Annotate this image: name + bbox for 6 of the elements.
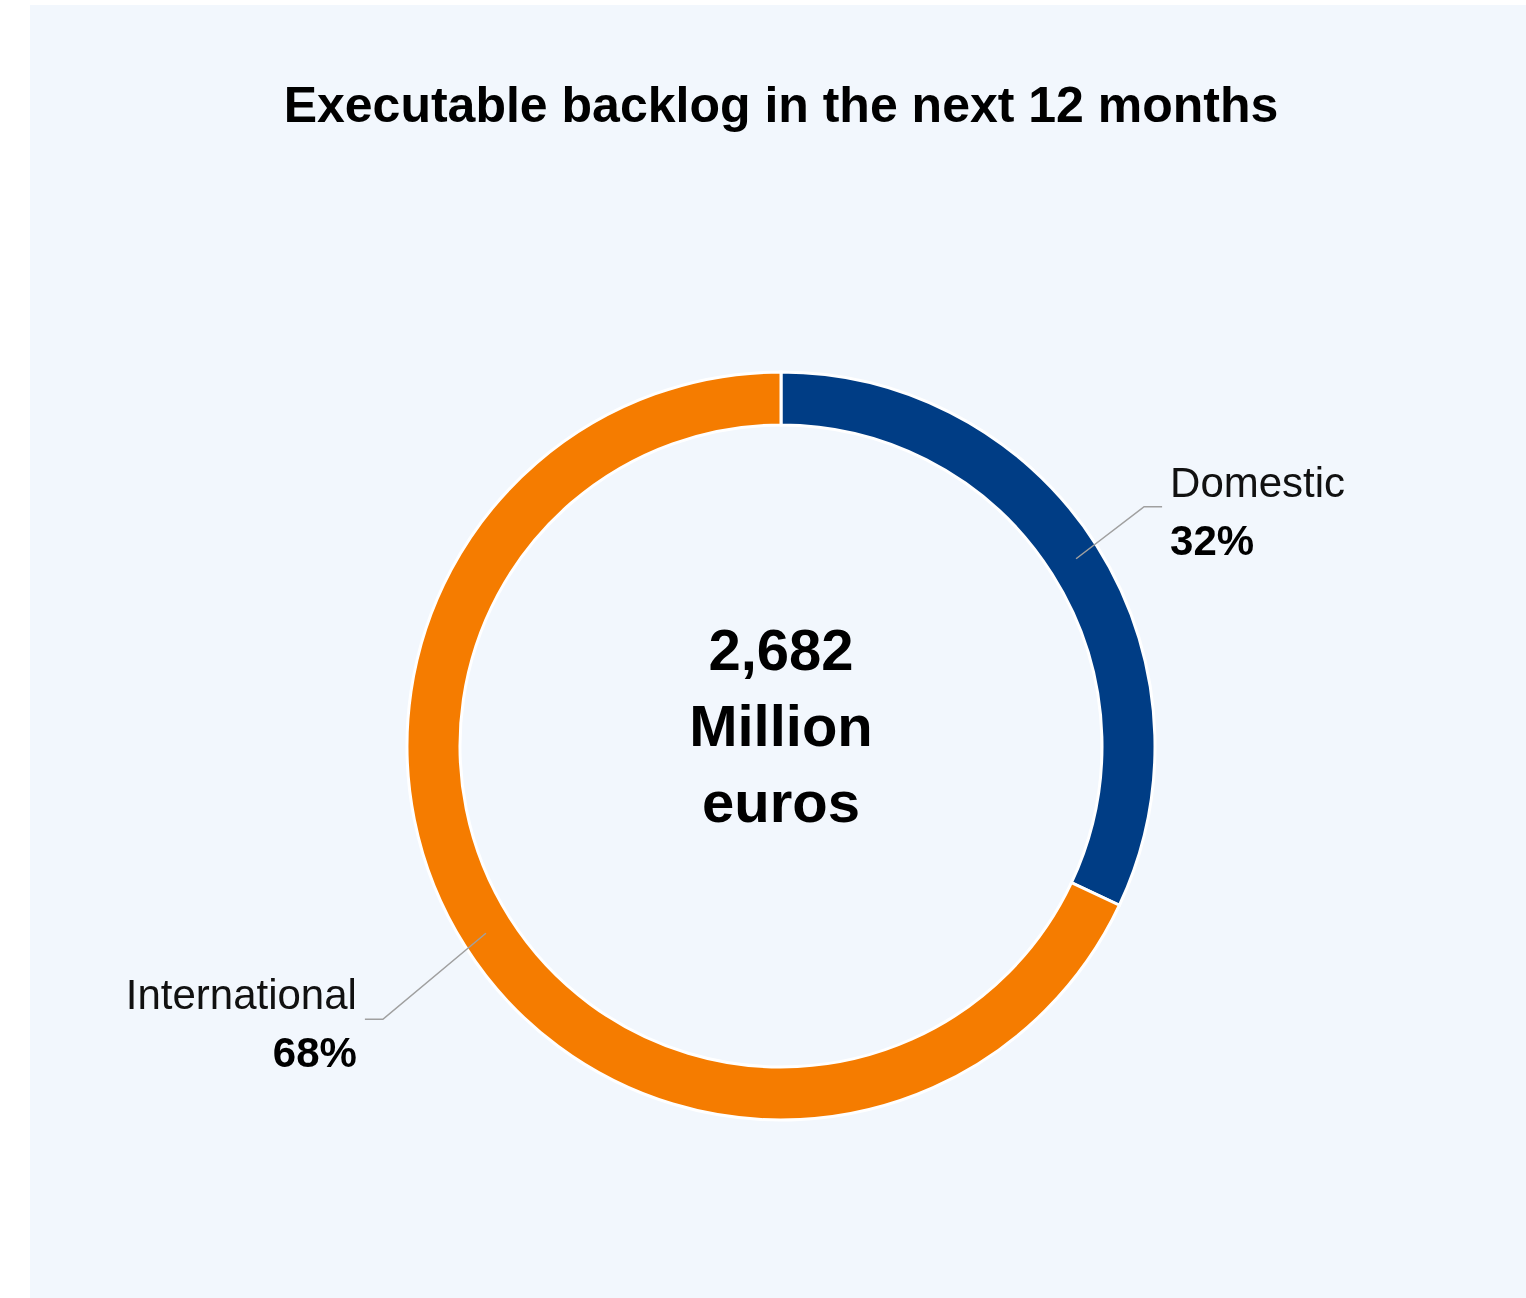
slice-label: Domestic bbox=[1170, 458, 1346, 506]
data-label: 32% bbox=[1170, 516, 1255, 564]
chart-title: Executable backlog in the next 12 months bbox=[283, 77, 1279, 133]
slice-label: International bbox=[125, 971, 357, 1019]
text: 2,682 Million euros bbox=[689, 617, 873, 834]
data-label: 68% bbox=[272, 1029, 357, 1077]
